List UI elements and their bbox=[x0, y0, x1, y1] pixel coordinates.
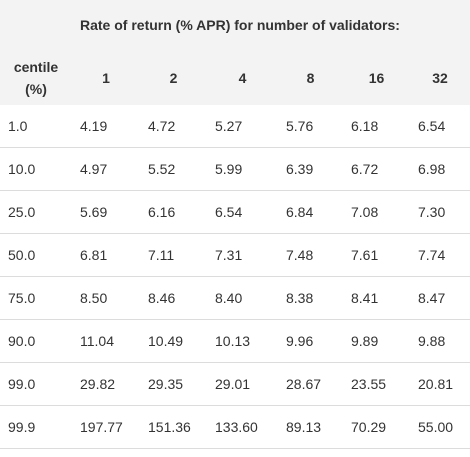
column-header: 32 bbox=[432, 69, 448, 86]
centile-cell: 1.0 bbox=[0, 105, 72, 148]
rate-cell: 55.00 bbox=[410, 405, 470, 449]
rate-cell: 5.69 bbox=[72, 190, 140, 234]
rate-cell: 8.38 bbox=[278, 276, 343, 320]
rate-cell: 5.52 bbox=[140, 147, 207, 191]
rate-cell: 20.81 bbox=[410, 362, 470, 406]
column-header: 4 bbox=[238, 69, 247, 86]
centile-cell: 25.0 bbox=[0, 190, 72, 234]
centile-cell: 90.0 bbox=[0, 319, 72, 363]
rate-cell: 6.84 bbox=[278, 190, 343, 234]
rate-cell: 7.48 bbox=[278, 233, 343, 277]
rate-cell: 5.76 bbox=[278, 105, 343, 148]
header-row: centile (%) 1 2 4 8 16 32 bbox=[0, 50, 470, 105]
rate-cell: 4.72 bbox=[140, 105, 207, 148]
rate-cell: 7.08 bbox=[343, 190, 410, 234]
rate-cell: 197.77 bbox=[72, 405, 140, 449]
rate-cell: 70.29 bbox=[343, 405, 410, 449]
rate-cell: 6.98 bbox=[410, 147, 470, 191]
rate-cell: 6.39 bbox=[278, 147, 343, 191]
table-row: 75.0 8.50 8.46 8.40 8.38 8.41 8.47 bbox=[0, 276, 470, 320]
table-row: 90.0 11.04 10.49 10.13 9.96 9.89 9.88 bbox=[0, 319, 470, 363]
rate-cell: 29.01 bbox=[207, 362, 278, 406]
centile-cell: 99.0 bbox=[0, 362, 72, 406]
table-title: Rate of return (% APR) for number of val… bbox=[80, 17, 400, 33]
rate-cell: 5.27 bbox=[207, 105, 278, 148]
table-row: 50.0 6.81 7.11 7.31 7.48 7.61 7.74 bbox=[0, 233, 470, 277]
rate-cell: 9.96 bbox=[278, 319, 343, 363]
column-header: 8 bbox=[306, 69, 315, 86]
rate-cell: 6.81 bbox=[72, 233, 140, 277]
centile-cell: 75.0 bbox=[0, 276, 72, 320]
rate-cell: 8.40 bbox=[207, 276, 278, 320]
rate-cell: 6.54 bbox=[410, 105, 470, 148]
rate-cell: 8.46 bbox=[140, 276, 207, 320]
rate-cell: 10.13 bbox=[207, 319, 278, 363]
rate-cell: 151.36 bbox=[140, 405, 207, 449]
rate-cell: 89.13 bbox=[278, 405, 343, 449]
rate-cell: 9.88 bbox=[410, 319, 470, 363]
title-row: Rate of return (% APR) for number of val… bbox=[0, 0, 470, 50]
rate-cell: 23.55 bbox=[343, 362, 410, 406]
column-header: 16 bbox=[368, 69, 385, 86]
rate-cell: 5.99 bbox=[207, 147, 278, 191]
column-header: 1 bbox=[102, 69, 110, 86]
rate-cell: 29.35 bbox=[140, 362, 207, 406]
table-row: 10.0 4.97 5.52 5.99 6.39 6.72 6.98 bbox=[0, 147, 470, 191]
column-header: centile (%) bbox=[13, 58, 59, 97]
rate-cell: 8.47 bbox=[410, 276, 470, 320]
rate-cell: 28.67 bbox=[278, 362, 343, 406]
rate-cell: 7.61 bbox=[343, 233, 410, 277]
rate-cell: 7.31 bbox=[207, 233, 278, 277]
rate-cell: 6.54 bbox=[207, 190, 278, 234]
table-row: 1.0 4.19 4.72 5.27 5.76 6.18 6.54 bbox=[0, 105, 470, 148]
rate-cell: 6.18 bbox=[343, 105, 410, 148]
rate-cell: 6.72 bbox=[343, 147, 410, 191]
rate-cell: 4.97 bbox=[72, 147, 140, 191]
rate-cell: 7.30 bbox=[410, 190, 470, 234]
table-row: 99.0 29.82 29.35 29.01 28.67 23.55 20.81 bbox=[0, 362, 470, 406]
rate-cell: 29.82 bbox=[72, 362, 140, 406]
table-body: 1.0 4.19 4.72 5.27 5.76 6.18 6.54 10.0 4.97 5.52 5… bbox=[0, 105, 470, 449]
empty-cell bbox=[0, 0, 72, 50]
rate-cell: 6.16 bbox=[140, 190, 207, 234]
rate-cell: 8.50 bbox=[72, 276, 140, 320]
column-header: 2 bbox=[169, 69, 178, 86]
rate-cell: 8.41 bbox=[343, 276, 410, 320]
rate-cell: 9.89 bbox=[343, 319, 410, 363]
rate-cell: 7.74 bbox=[410, 233, 470, 277]
table-head: Rate of return (% APR) for number of val… bbox=[0, 0, 470, 105]
table-row: 99.9 197.77 151.36 133.60 89.13 70.29 55.00 bbox=[0, 405, 470, 449]
centile-cell: 50.0 bbox=[0, 233, 72, 277]
table-row: 25.0 5.69 6.16 6.54 6.84 7.08 7.30 bbox=[0, 190, 470, 234]
rate-cell: 4.19 bbox=[72, 105, 140, 148]
rate-cell: 11.04 bbox=[72, 319, 140, 363]
centile-cell: 99.9 bbox=[0, 405, 72, 449]
rate-cell: 7.11 bbox=[140, 233, 207, 277]
rate-cell: 10.49 bbox=[140, 319, 207, 363]
rate-cell: 133.60 bbox=[207, 405, 278, 449]
centile-cell: 10.0 bbox=[0, 147, 72, 191]
